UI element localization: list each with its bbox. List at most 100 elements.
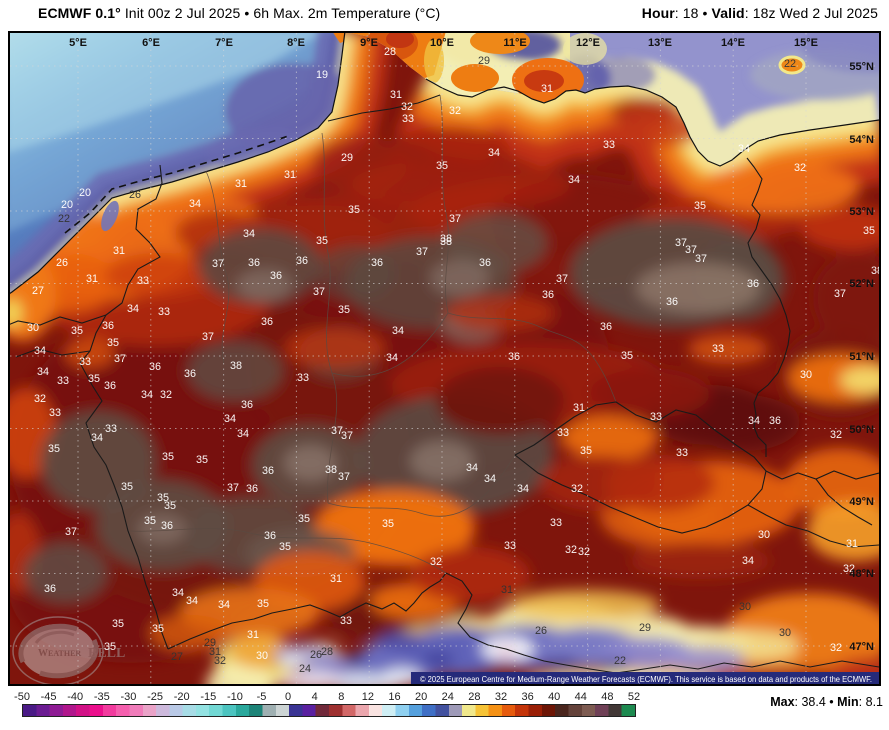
- svg-text:33: 33: [158, 306, 170, 318]
- svg-text:34: 34: [748, 415, 760, 427]
- svg-text:34: 34: [488, 147, 500, 159]
- svg-text:38: 38: [440, 233, 452, 245]
- svg-text:33: 33: [137, 275, 149, 287]
- svg-text:36: 36: [149, 361, 161, 373]
- svg-text:22: 22: [614, 655, 626, 667]
- svg-text:32: 32: [571, 483, 583, 495]
- svg-text:35: 35: [863, 225, 875, 237]
- svg-text:31: 31: [284, 169, 296, 181]
- svg-text:33: 33: [340, 615, 352, 627]
- svg-text:34: 34: [466, 462, 478, 474]
- svg-text:35: 35: [382, 518, 394, 530]
- svg-text:6°E: 6°E: [142, 37, 160, 49]
- svg-text:36: 36: [104, 380, 116, 392]
- svg-text:35: 35: [694, 200, 706, 212]
- svg-text:34: 34: [742, 555, 754, 567]
- svg-text:35: 35: [48, 443, 60, 455]
- svg-text:37: 37: [202, 331, 214, 343]
- svg-text:32: 32: [160, 389, 172, 401]
- svg-text:28: 28: [384, 46, 396, 58]
- svg-text:35: 35: [144, 515, 156, 527]
- svg-text:15°E: 15°E: [794, 37, 818, 49]
- svg-text:36: 36: [261, 316, 273, 328]
- svg-text:34: 34: [141, 389, 153, 401]
- svg-text:31: 31: [235, 178, 247, 190]
- svg-text:37: 37: [695, 253, 707, 265]
- svg-text:35: 35: [621, 350, 633, 362]
- svg-text:34: 34: [243, 228, 255, 240]
- svg-text:34: 34: [91, 432, 103, 444]
- svg-text:33: 33: [603, 139, 615, 151]
- svg-text:30: 30: [27, 322, 39, 334]
- svg-text:30: 30: [739, 601, 751, 613]
- svg-text:47°N: 47°N: [849, 641, 874, 653]
- svg-text:26: 26: [535, 625, 547, 637]
- svg-text:38: 38: [440, 236, 452, 248]
- svg-text:35: 35: [338, 304, 350, 316]
- svg-text:51°N: 51°N: [849, 351, 874, 363]
- svg-text:30: 30: [758, 529, 770, 541]
- svg-text:34: 34: [738, 143, 750, 155]
- svg-text:50°N: 50°N: [849, 424, 874, 436]
- svg-text:35: 35: [112, 618, 124, 630]
- svg-text:38: 38: [871, 265, 879, 277]
- svg-text:36: 36: [769, 415, 781, 427]
- svg-text:37: 37: [65, 526, 77, 538]
- svg-text:35: 35: [88, 373, 100, 385]
- svg-text:36: 36: [508, 351, 520, 363]
- svg-text:34: 34: [34, 345, 46, 357]
- svg-text:32: 32: [830, 429, 842, 441]
- svg-text:26: 26: [310, 649, 322, 661]
- svg-text:12°E: 12°E: [576, 37, 600, 49]
- svg-text:52°N: 52°N: [849, 278, 874, 290]
- svg-text:32: 32: [794, 162, 806, 174]
- svg-text:36: 36: [371, 257, 383, 269]
- svg-text:33: 33: [650, 411, 662, 423]
- svg-text:37: 37: [313, 286, 325, 298]
- svg-text:34: 34: [186, 595, 198, 607]
- svg-text:35: 35: [316, 235, 328, 247]
- svg-text:36: 36: [241, 399, 253, 411]
- svg-text:37: 37: [834, 288, 846, 300]
- svg-text:48°N: 48°N: [849, 568, 874, 580]
- svg-text:10°E: 10°E: [430, 37, 454, 49]
- svg-text:32: 32: [449, 105, 461, 117]
- svg-text:31: 31: [573, 402, 585, 414]
- svg-text:37: 37: [416, 246, 428, 258]
- svg-text:36: 36: [264, 530, 276, 542]
- svg-text:37: 37: [227, 482, 239, 494]
- svg-text:33: 33: [105, 423, 117, 435]
- svg-text:37: 37: [338, 471, 350, 483]
- svg-text:29: 29: [204, 637, 216, 649]
- svg-text:34: 34: [224, 413, 236, 425]
- svg-text:32: 32: [430, 556, 442, 568]
- svg-text:19: 19: [316, 69, 328, 81]
- svg-text:11°E: 11°E: [503, 37, 526, 49]
- svg-text:33: 33: [676, 447, 688, 459]
- svg-text:31: 31: [541, 83, 553, 95]
- svg-text:30: 30: [779, 627, 791, 639]
- svg-text:29: 29: [478, 55, 490, 67]
- svg-text:34: 34: [484, 473, 496, 485]
- svg-text:29: 29: [341, 152, 353, 164]
- svg-text:33: 33: [402, 113, 414, 125]
- svg-text:33: 33: [550, 517, 562, 529]
- svg-text:37: 37: [114, 353, 126, 365]
- svg-text:32: 32: [34, 393, 46, 405]
- svg-text:34: 34: [127, 303, 139, 315]
- svg-text:20: 20: [79, 187, 91, 199]
- svg-text:36: 36: [542, 289, 554, 301]
- svg-text:36: 36: [161, 520, 173, 532]
- svg-text:34: 34: [218, 599, 230, 611]
- svg-text:35: 35: [107, 337, 119, 349]
- svg-text:34: 34: [568, 174, 580, 186]
- svg-text:32: 32: [565, 544, 577, 556]
- svg-text:35: 35: [164, 500, 176, 512]
- svg-text:31: 31: [247, 629, 259, 641]
- svg-text:36: 36: [246, 483, 258, 495]
- svg-text:WEATHER: WEATHER: [38, 648, 81, 659]
- svg-text:32: 32: [578, 546, 590, 558]
- svg-text:27: 27: [32, 285, 44, 297]
- svg-text:34: 34: [189, 198, 201, 210]
- svg-text:33: 33: [79, 356, 91, 368]
